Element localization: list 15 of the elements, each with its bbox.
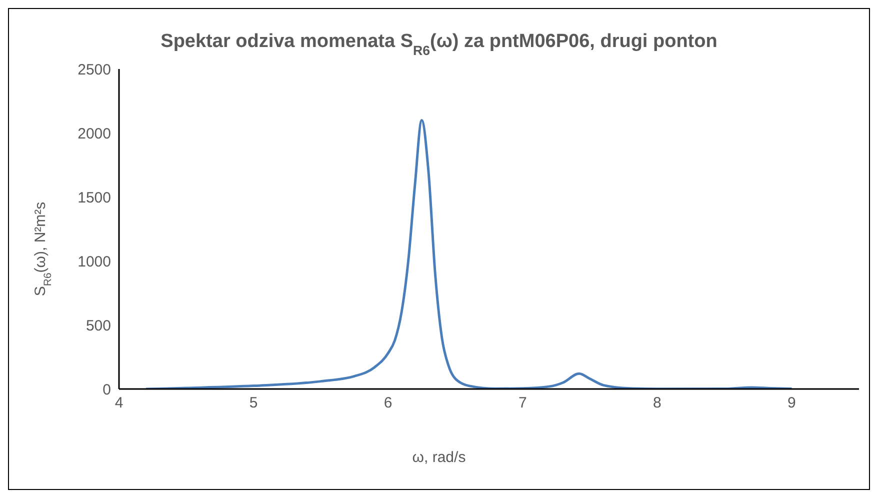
x-tick-label: 5: [249, 394, 258, 412]
x-tick-label: 8: [653, 394, 662, 412]
x-axis-title: ω, rad/s: [411, 449, 467, 466]
y-tick-label: 1000: [78, 253, 111, 270]
y-tick-label: 2500: [78, 61, 111, 78]
y-tick-label: 500: [86, 317, 111, 334]
x-tick-label: 7: [518, 394, 527, 412]
chart-title: Spektar odziva momenata S$_{R6}$(ω) za pntM06P06, drugi ponton: [160, 31, 718, 58]
y-tick-label: 2000: [78, 125, 111, 142]
x-tick-label: 9: [788, 394, 796, 412]
x-tick-label: 6: [384, 394, 392, 412]
x-tick-label: 4: [114, 394, 124, 412]
line-series: [144, 118, 793, 389]
y-tick-label: 1500: [78, 189, 111, 206]
y-tick-label: 0: [102, 381, 111, 398]
